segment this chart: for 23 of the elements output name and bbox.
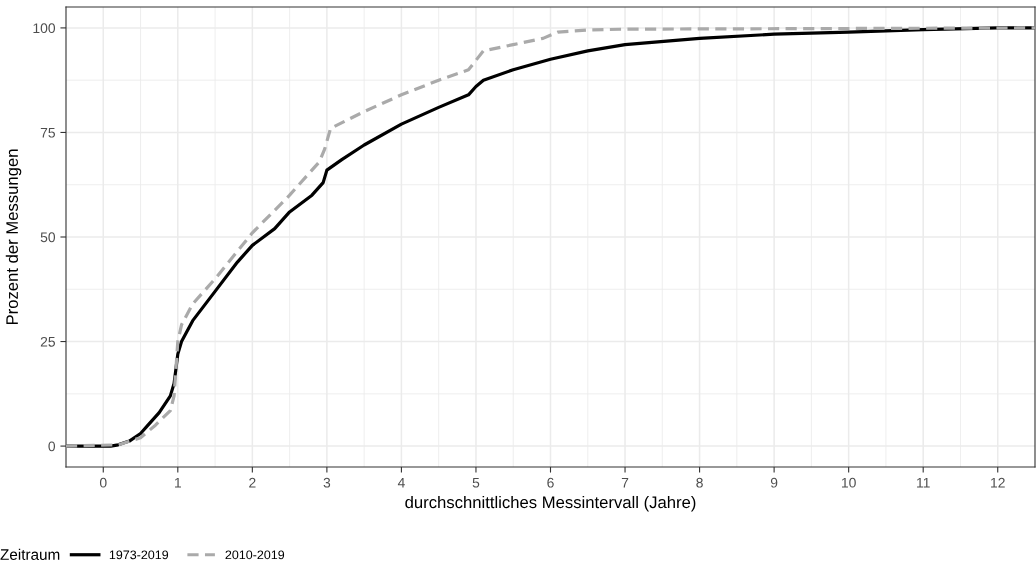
x-tick-label: 5 (472, 477, 480, 488)
x-tick-label: 1 (175, 477, 181, 488)
y-axis-title: Prozent der Messungen (5, 149, 22, 325)
x-tick-label: 9 (770, 477, 778, 488)
legend-title: Zeitraum (0, 548, 60, 560)
y-tick-label: 50 (40, 232, 56, 243)
y-tick-label: 0 (48, 441, 56, 452)
x-tick-label: 2 (249, 477, 256, 488)
x-tick-label: 11 (917, 477, 930, 488)
x-tick-label: 7 (621, 477, 629, 488)
x-tick-label: 12 (991, 477, 1005, 488)
x-tick-label: 10 (841, 477, 856, 488)
y-tick-label: 25 (40, 336, 55, 347)
x-axis-title: durchschnittliches Messintervall (Jahre) (405, 495, 696, 512)
x-tick-label: 4 (397, 477, 405, 488)
legend-label: 2010-2019 (225, 550, 285, 560)
x-tick-label: 8 (696, 477, 703, 488)
y-tick-label: 75 (40, 127, 55, 138)
y-tick-label: 100 (33, 23, 56, 34)
x-tick-label: 0 (99, 477, 107, 488)
legend-label: 1973-2019 (109, 550, 169, 560)
x-tick-label: 6 (547, 477, 554, 488)
x-tick-label: 3 (323, 477, 331, 488)
